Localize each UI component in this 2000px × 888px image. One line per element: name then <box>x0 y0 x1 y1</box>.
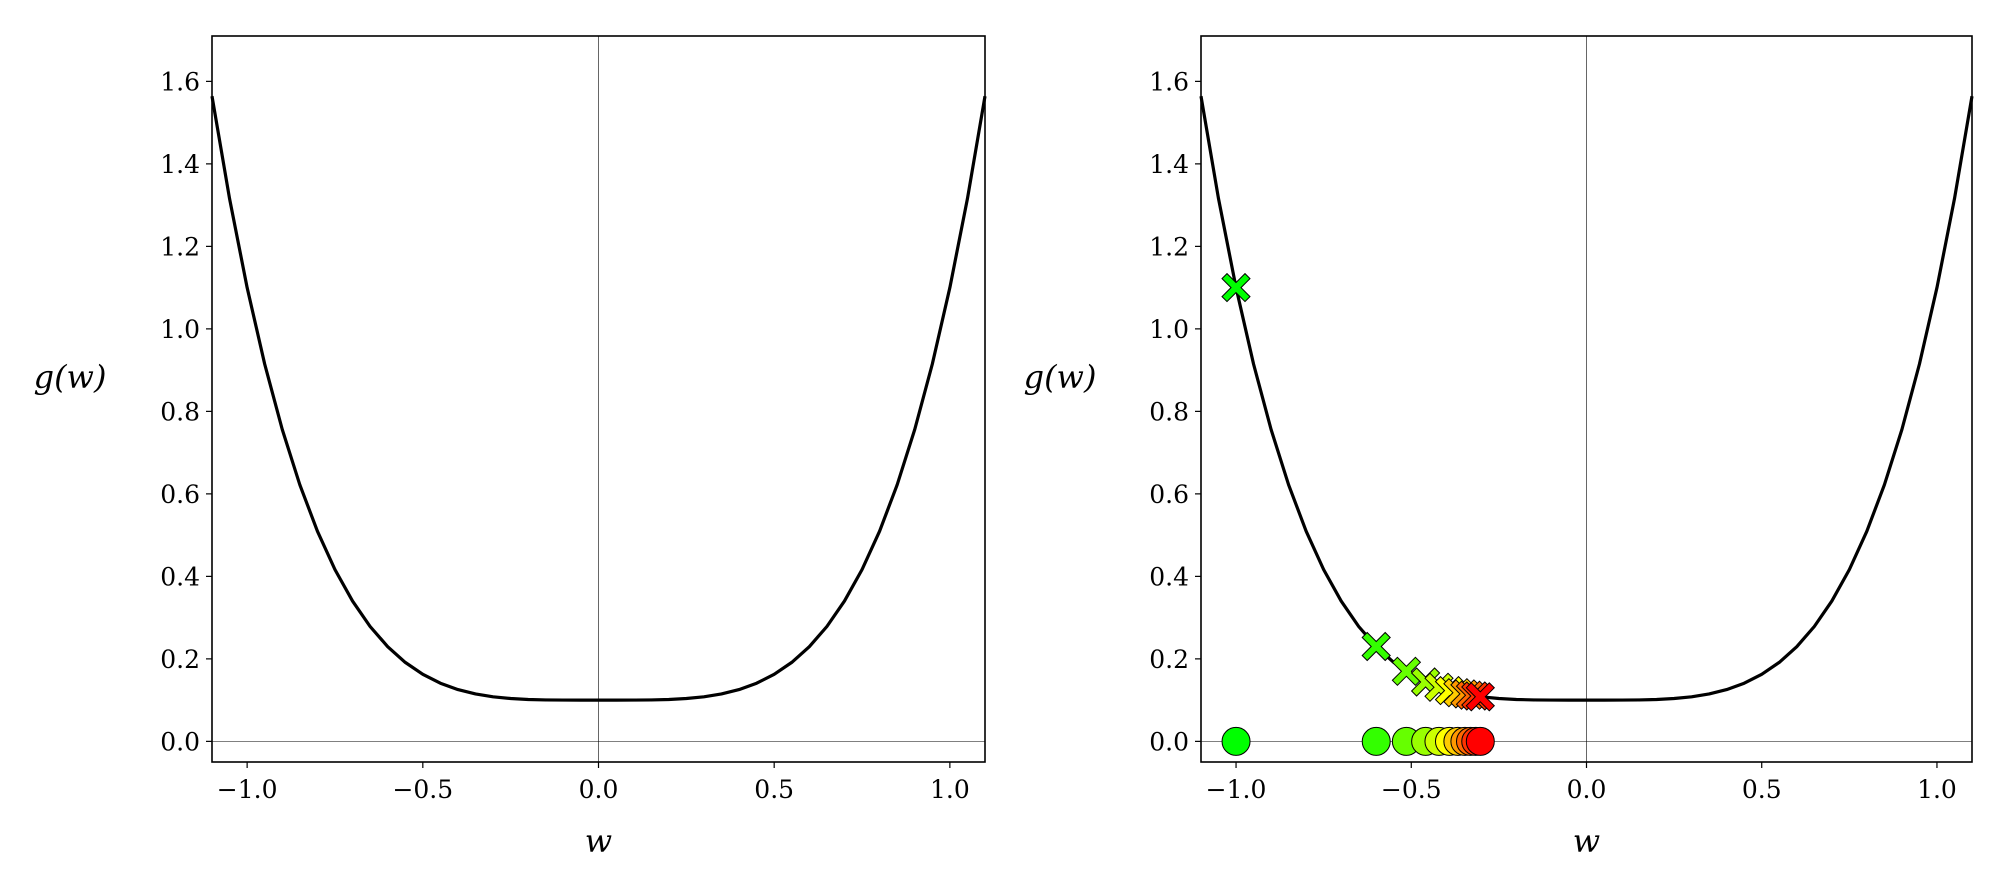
x-tick-label: 1.0 <box>930 775 970 804</box>
x-tick-label: 0.0 <box>579 775 619 804</box>
y-tick-label: 0.4 <box>1149 562 1189 591</box>
y-tick-label: 1.0 <box>1149 315 1189 344</box>
y-axis-label: g(w) <box>34 358 107 396</box>
plot-panel: −1.0 −0.5 0.0 0.5 1.0 0.0 0.2 0.4 0.6 0.8 1.0 1.2 1.… <box>1024 35 1974 860</box>
x-axis-label: w <box>1573 822 1600 860</box>
y-tick-label: 0.0 <box>160 727 200 756</box>
curve <box>1199 95 1974 702</box>
x-tick-label: 1.0 <box>1917 775 1957 804</box>
step-point <box>1221 726 1251 756</box>
y-tick-label: 1.4 <box>1149 150 1189 179</box>
y-tick-label: 1.6 <box>160 67 200 96</box>
y-tick-label: 1.0 <box>160 315 200 344</box>
x-tick-label: −0.5 <box>392 775 453 804</box>
y-tick-label: 0.2 <box>1149 645 1189 674</box>
plot-frame <box>211 35 986 763</box>
step-cost-marker <box>1221 272 1251 303</box>
curve <box>210 95 987 702</box>
y-tick-label: 0.0 <box>1149 727 1189 756</box>
y-tick-label: 0.4 <box>160 562 200 591</box>
x-tick-label: 0.5 <box>1742 775 1782 804</box>
step-cost-marker <box>1361 631 1391 662</box>
x-tick-label: −0.5 <box>1381 775 1442 804</box>
y-tick-label: 0.2 <box>160 645 200 674</box>
y-tick-label: 0.6 <box>160 480 200 509</box>
y-tick-label: 1.2 <box>160 232 200 261</box>
x-tick-label: 0.0 <box>1567 775 1607 804</box>
y-tick-label: 1.2 <box>1149 232 1189 261</box>
step-point <box>1361 726 1391 756</box>
step-point <box>1465 726 1495 756</box>
plot-panel: −1.0 −0.5 0.0 0.5 1.0 0.0 0.2 0.4 0.6 0.8 1.0 1.2 1.… <box>34 35 987 860</box>
y-tick-label: 0.6 <box>1149 480 1189 509</box>
x-tick-label: −1.0 <box>1206 775 1267 804</box>
x-tick-label: −1.0 <box>217 775 278 804</box>
y-tick-label: 0.8 <box>160 397 200 426</box>
x-tick-label: 0.5 <box>754 775 794 804</box>
y-tick-label: 1.6 <box>1149 67 1189 96</box>
step-cost-marker <box>1465 682 1496 712</box>
plot-frame <box>1200 35 1973 763</box>
y-axis-label: g(w) <box>1024 358 1097 396</box>
y-tick-label: 1.4 <box>160 150 200 179</box>
y-tick-label: 0.8 <box>1149 397 1189 426</box>
x-axis-label: w <box>585 822 612 860</box>
